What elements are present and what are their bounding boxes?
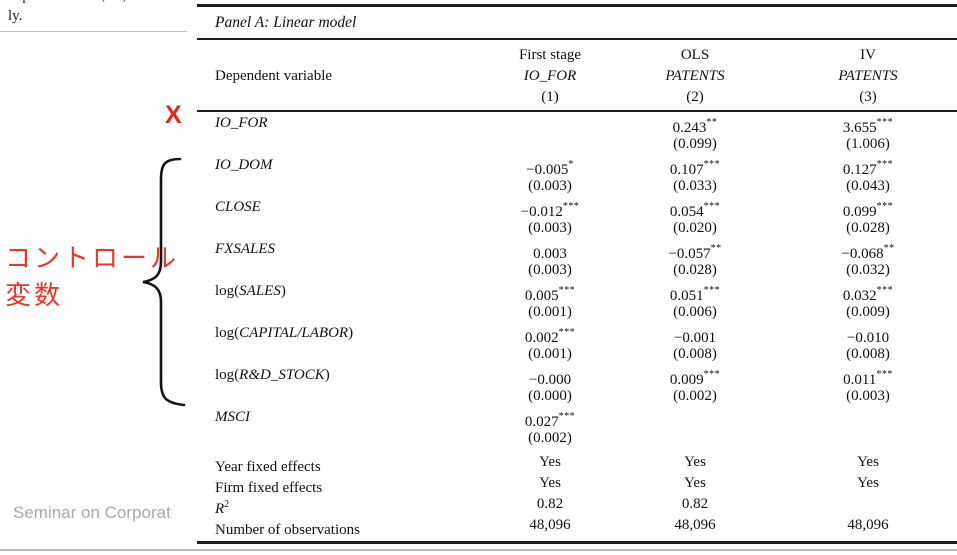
cell-col1: 0.003 (0.003) <box>528 246 572 278</box>
column-stage: IV <box>860 47 876 63</box>
footnote-tail-text: ly. <box>8 8 23 24</box>
cell-col3: −0.068** (0.032) <box>841 243 895 278</box>
table-row: log(R&D_STOCK) −0.000 (0.000) 0.009*** (… <box>197 365 957 407</box>
table-rows: IO_FOR 0.243** (0.099) 3.655*** (1.006) … <box>197 113 957 449</box>
column-depvar: IO_FOR <box>523 68 577 84</box>
left-page-fragment: in parentheses. *, **, and *** ly. <box>8 0 190 25</box>
cell-col3: 3.655*** (1.006) <box>842 117 894 152</box>
cell-col3: 0.032*** (0.009) <box>842 285 894 320</box>
table-row: CLOSE −0.012*** (0.003) 0.054*** (0.020)… <box>197 197 957 239</box>
cell-col3: Yes <box>857 475 879 491</box>
cell-col1: Yes <box>539 475 561 491</box>
column-depvar: PATENTS <box>665 68 725 84</box>
cell-col2: 0.054*** (0.020) <box>669 201 721 236</box>
table-footer-row: Number of observations 48,096 48,096 48,… <box>197 515 957 538</box>
table-bottom-rule <box>197 541 957 544</box>
cell-col1: 48,096 <box>529 517 571 533</box>
row-label: FXSALES <box>215 241 275 257</box>
cell-col1: −0.000 (0.000) <box>528 372 572 404</box>
cell-col1: 0.027*** (0.002) <box>524 411 576 446</box>
footer-row-label: Year fixed effects <box>215 459 321 475</box>
table-footer-rows: Year fixed effects Yes Yes Yes Firm fixe… <box>197 452 957 538</box>
column-number: (1) <box>541 89 559 105</box>
table-row: MSCI 0.027*** (0.002) <box>197 407 957 449</box>
cell-col2: −0.057** (0.028) <box>668 243 722 278</box>
cell-col2: 0.009*** (0.002) <box>669 369 721 404</box>
panel-title-rule <box>197 38 957 40</box>
table-top-rule <box>197 4 957 7</box>
cell-col3: −0.010 (0.008) <box>846 330 890 362</box>
cell-col1 <box>470 113 630 155</box>
cell-col1: 0.002*** (0.001) <box>524 327 576 362</box>
footer-row-label: R2 <box>215 499 230 517</box>
cell-col1: 0.82 <box>536 496 564 512</box>
cell-col2: Yes <box>684 475 706 491</box>
seminar-watermark: Seminar on Corporat <box>13 503 171 522</box>
table-footer-row: Firm fixed effects Yes Yes Yes <box>197 473 957 496</box>
control-variables-label: コントロール 変数 <box>5 241 179 315</box>
curly-brace-annotation <box>142 157 186 407</box>
column-header-2: OLS PATENTS (2) <box>615 45 775 108</box>
cell-col3: 0.011*** (0.003) <box>843 369 893 404</box>
cell-col2: 0.051*** (0.006) <box>669 285 721 320</box>
column-number: (3) <box>859 89 877 105</box>
footer-row-label: Number of observations <box>215 522 360 538</box>
cell-col1: −0.005* (0.003) <box>526 159 574 194</box>
dependent-variable-label: Dependent variable <box>215 68 333 84</box>
cell-col3: 0.127*** (0.043) <box>842 159 894 194</box>
cell-col1: −0.012*** (0.003) <box>520 201 580 236</box>
table-footer-row: Year fixed effects Yes Yes Yes <box>197 452 957 475</box>
cell-col2: 48,096 <box>674 517 716 533</box>
row-label: log(R&D_STOCK) <box>215 367 330 383</box>
column-header-1: First stage IO_FOR (1) <box>470 45 630 108</box>
table-row: IO_FOR 0.243** (0.099) 3.655*** (1.006) <box>197 113 957 155</box>
cell-col2: Yes <box>684 454 706 470</box>
row-label: IO_FOR <box>215 115 268 131</box>
cell-col3: Yes <box>857 454 879 470</box>
row-label: log(CAPITAL/LABOR) <box>215 325 354 341</box>
column-number: (2) <box>686 89 704 105</box>
cell-col2: 0.82 <box>681 496 709 512</box>
cell-col1: Yes <box>539 454 561 470</box>
column-header-3: IV PATENTS (3) <box>788 45 948 108</box>
panel-title: Panel A: Linear model <box>215 14 357 31</box>
column-depvar: PATENTS <box>838 68 898 84</box>
left-divider-line <box>0 31 187 32</box>
clipped-footnote-line: in parentheses. *, **, and *** <box>8 0 190 7</box>
row-label: MSCI <box>215 409 250 425</box>
column-stage: OLS <box>680 47 710 63</box>
slide-bottom-edge <box>0 549 957 551</box>
row-label: log(SALES) <box>215 283 286 299</box>
red-x-annotation: X <box>165 101 182 129</box>
cell-col3: 0.099*** (0.028) <box>842 201 894 236</box>
cell-col3 <box>788 494 948 515</box>
cell-col1: 0.005*** (0.001) <box>524 285 576 320</box>
footer-row-label: Firm fixed effects <box>215 480 323 496</box>
cell-col2 <box>615 407 775 449</box>
table-footer-row: R2 0.82 0.82 <box>197 494 957 517</box>
control-variables-line2: 変数 <box>5 281 64 311</box>
regression-table-panel: Panel A: Linear model Dependent variable… <box>197 0 957 549</box>
table-row: FXSALES 0.003 (0.003) −0.057** (0.028) −… <box>197 239 957 281</box>
cell-col3: 48,096 <box>847 517 889 533</box>
cell-col2: 0.243** (0.099) <box>672 117 718 152</box>
column-stage: First stage <box>518 47 582 63</box>
table-row: log(CAPITAL/LABOR) 0.002*** (0.001) −0.0… <box>197 323 957 365</box>
row-label: IO_DOM <box>215 157 273 173</box>
header-rule <box>197 110 957 112</box>
cell-col2: 0.107*** (0.033) <box>669 159 721 194</box>
cell-col3 <box>788 407 948 449</box>
row-label: CLOSE <box>215 199 261 215</box>
control-variables-line1: コントロール <box>5 244 180 274</box>
table-row: log(SALES) 0.005*** (0.001) 0.051*** (0.… <box>197 281 957 323</box>
table-row: IO_DOM −0.005* (0.003) 0.107*** (0.033) … <box>197 155 957 197</box>
cell-col2: −0.001 (0.008) <box>673 330 717 362</box>
